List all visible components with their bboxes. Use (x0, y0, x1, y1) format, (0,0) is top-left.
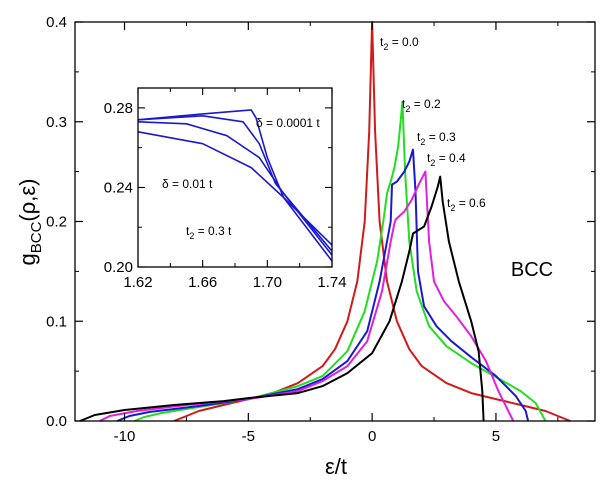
inset-series-line-2 (137, 115, 333, 252)
inset-x-tick-label: 1.74 (317, 274, 346, 291)
x-axis-label: ε/t (325, 454, 347, 479)
y-tick-label: 0.0 (46, 413, 67, 430)
series-line-4 (79, 175, 485, 422)
x-tick-label: 5 (492, 428, 500, 445)
inset-x-tick-label: 1.62 (123, 274, 152, 291)
inset-delta-small-label: δ = 0.0001 t (256, 116, 320, 130)
inset-series-line-3 (137, 109, 333, 246)
series-label-4: t2 = 0.6 (447, 196, 486, 213)
inset-plot: 0.20 0.24 0.28 1.62 1.66 1.70 1.74 δ = 0.0001 t… (104, 87, 347, 291)
x-tick-label: -5 (242, 428, 255, 445)
x-tick-label: 0 (368, 428, 376, 445)
inset-y-tick-label: 0.28 (104, 100, 133, 117)
series-label-0: t2 = 0.0 (380, 35, 419, 52)
inset-y-tick-label: 0.20 (104, 259, 133, 276)
y-tick-label: 0.4 (46, 14, 67, 31)
inset-delta-large-label: δ = 0.01 t (162, 177, 213, 191)
inset-x-tick-label: 1.66 (188, 274, 217, 291)
series-label-1: t2 = 0.2 (402, 97, 441, 114)
x-tick-label: -10 (114, 428, 136, 445)
y-tick-label: 0.3 (46, 114, 67, 131)
series-label-2: t2 = 0.3 (417, 130, 456, 147)
y-axis-label: gBCC(ρ,ε) (15, 178, 45, 265)
main-plot: 0.0 0.1 0.2 0.3 0.4 -10 -5 0 5 (46, 14, 596, 445)
inset-t2-label: t2 = 0.3 t (186, 224, 232, 241)
inset-y-tick-label: 0.24 (104, 179, 133, 196)
series-label-3: t2 = 0.4 (427, 151, 466, 168)
lattice-annotation: BCC (511, 259, 553, 281)
y-tick-label: 0.1 (46, 313, 67, 330)
inset-x-tick-label: 1.70 (253, 274, 282, 291)
y-tick-label: 0.2 (46, 214, 67, 231)
inset-series-line-0 (137, 131, 333, 262)
